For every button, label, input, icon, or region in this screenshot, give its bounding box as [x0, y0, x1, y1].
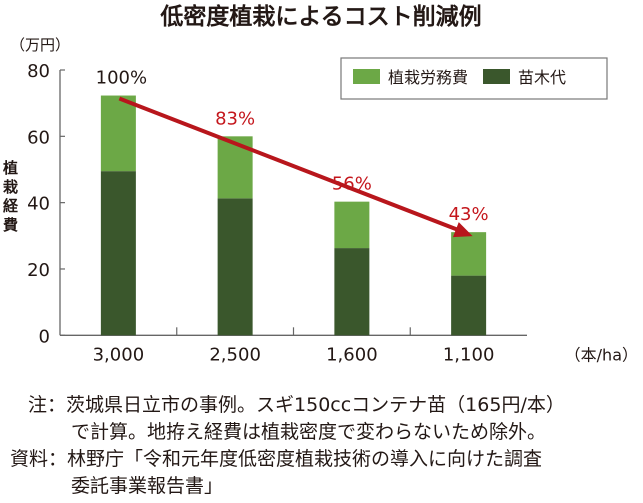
bar-segment [451, 232, 487, 276]
y-tick-label: 60 [27, 127, 50, 148]
note-label: 注： [28, 394, 67, 416]
x-tick-label: 3,000 [93, 344, 145, 365]
bar-segment [217, 198, 253, 336]
legend-swatch [483, 69, 510, 84]
note-line2: で計算。地拵え経費は植栽密度で変わらないため除外。 [71, 421, 547, 443]
source: 資料：林野庁「令和元年度低密度植栽技術の導入に向けた調査 [10, 446, 542, 473]
x-tick-label: 2,500 [209, 344, 261, 365]
note: 注：茨城県日立市の事例。スギ150ccコンテナ苗（165円/本） [28, 392, 565, 419]
legend-label: 苗木代 [518, 68, 566, 87]
bar-segment [217, 136, 253, 199]
percent-label: 56% [332, 174, 372, 195]
percent-label: 100% [96, 68, 147, 89]
legend-box [340, 57, 608, 100]
trend-arrow-line [118, 96, 460, 233]
x-tick-label: 1,100 [443, 344, 495, 365]
bar-segment [100, 171, 136, 336]
x-tick-label: 1,600 [326, 344, 378, 365]
y-unit: （万円） [10, 36, 70, 54]
chart-title: 低密度植栽によるコスト削減例 [159, 3, 481, 30]
y-tick-label: 40 [27, 194, 50, 215]
y-axis-label: 植栽経費 [1, 160, 19, 236]
bar-segment [334, 201, 370, 249]
source-line1: 林野庁「令和元年度低密度植栽技術の導入に向けた調査 [67, 448, 543, 470]
trend-arrow-head [452, 222, 473, 238]
note-line1: 茨城県日立市の事例。スギ150ccコンテナ苗（165円/本） [66, 394, 565, 416]
legend-label: 植栽労務費 [388, 68, 468, 87]
percent-label: 83% [215, 108, 255, 129]
y-tick-label: 0 [39, 326, 50, 347]
legend-swatch [353, 69, 380, 84]
y-tick-label: 80 [27, 61, 50, 82]
percent-label: 43% [449, 204, 489, 225]
bar-segment [451, 275, 487, 336]
x-unit: （本/ha） [565, 345, 638, 364]
bar-segment [334, 248, 370, 336]
y-tick-label: 20 [27, 260, 50, 281]
source-line2: 委託事業報告書」 [71, 475, 224, 497]
bar-segment [100, 95, 136, 172]
source-label: 資料： [10, 448, 68, 470]
